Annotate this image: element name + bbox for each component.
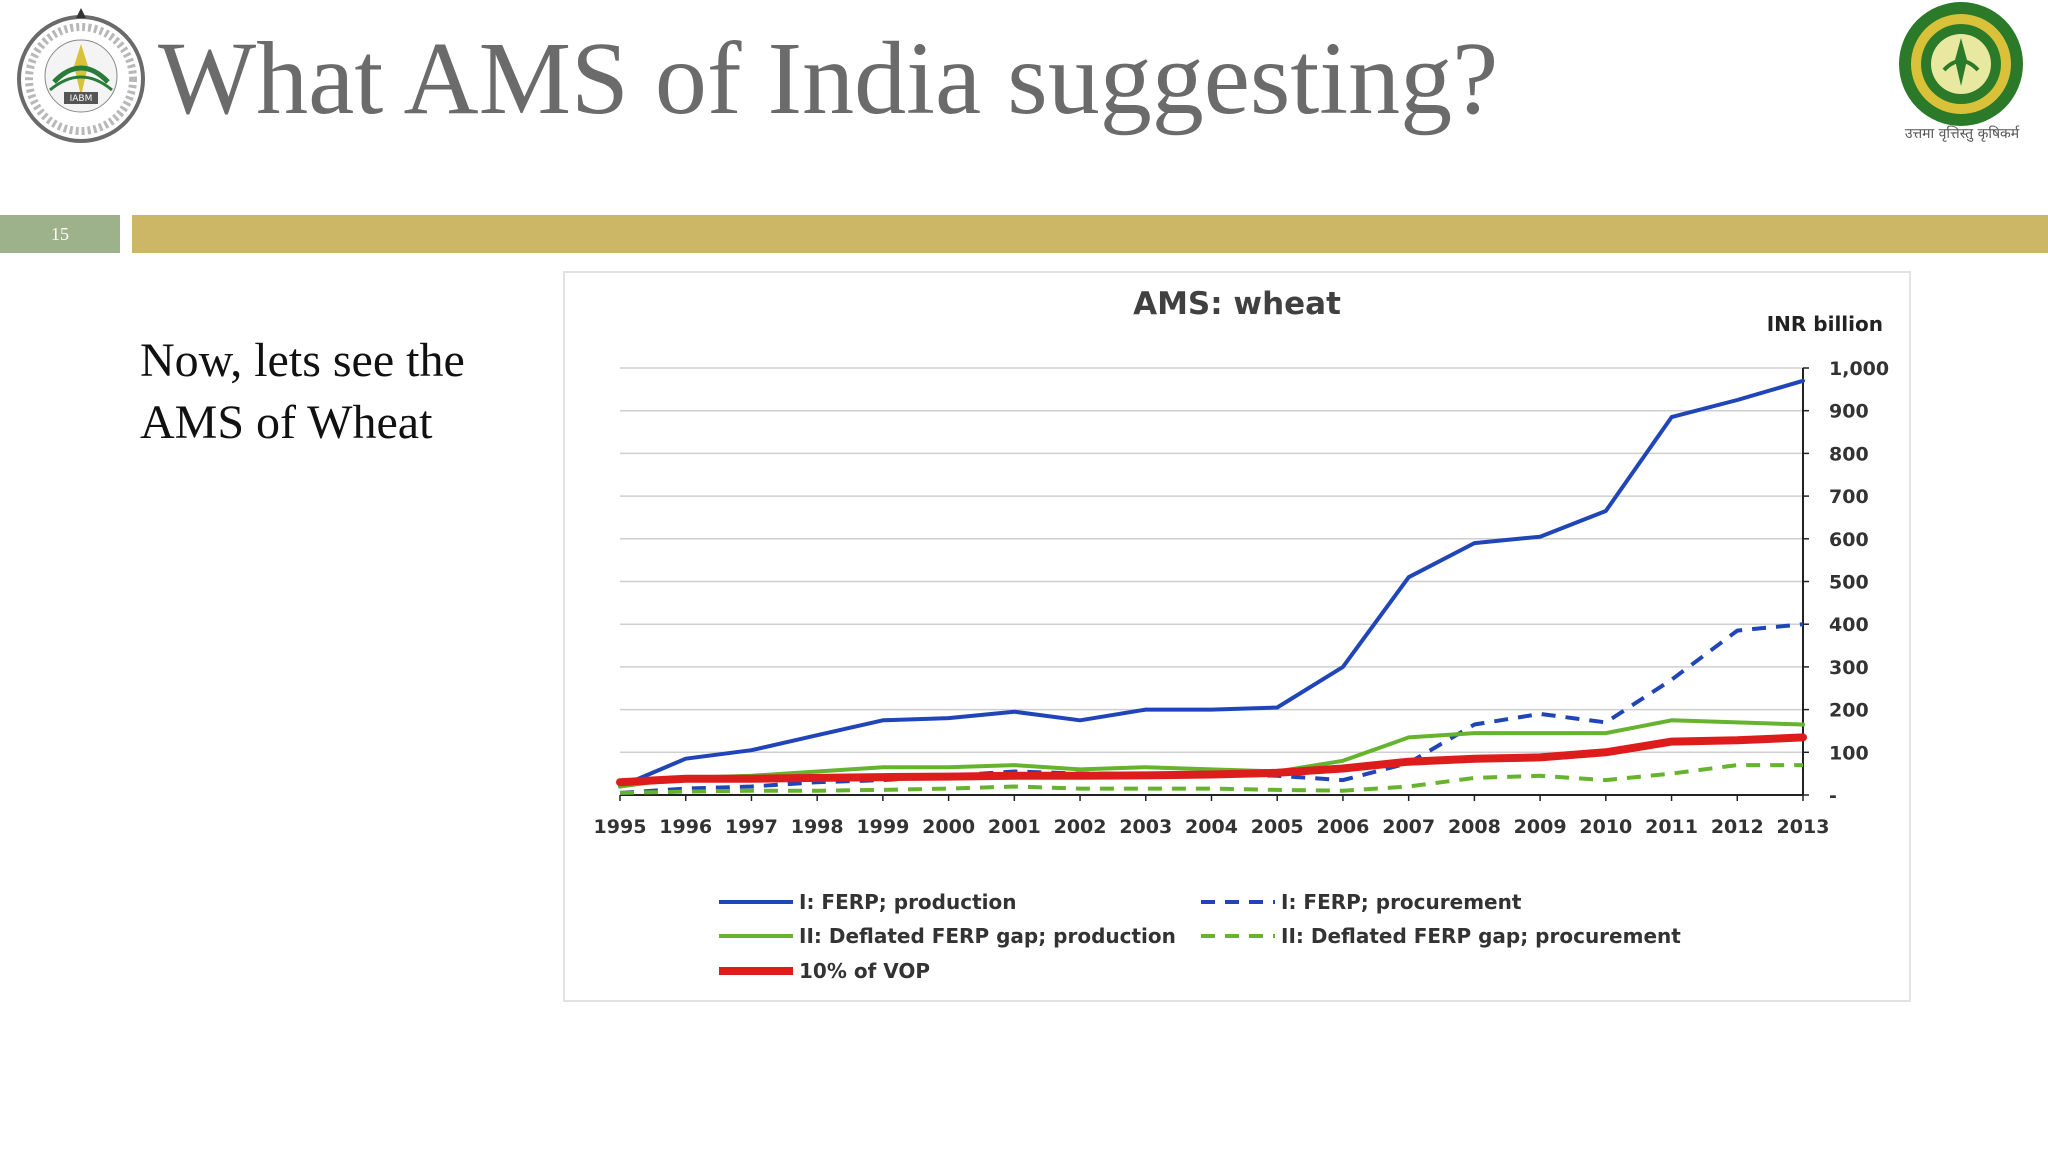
y-tick-label: 800 (1829, 443, 1869, 465)
logo-caption: उत्तमा वृत्तिस्तु कृषिकर्म (1904, 126, 2020, 142)
x-tick-label: 2000 (922, 816, 975, 838)
accent-bar (132, 215, 2048, 253)
svg-text:IABM: IABM (70, 94, 93, 104)
university-logo: उत्तमा वृत्तिस्तु कृषिकर्म (1876, 0, 2048, 150)
y-tick-label: 400 (1829, 614, 1869, 636)
body-text: Now, lets see the AMS of Wheat (140, 330, 560, 454)
y-tick-label: 100 (1829, 742, 1869, 764)
series-line-1 (618, 378, 1805, 789)
x-tick-label: 2002 (1054, 816, 1107, 838)
x-tick-label: 2010 (1579, 816, 1632, 838)
y-tick-label: 300 (1829, 657, 1869, 679)
legend-label: I: FERP; production (799, 890, 1016, 914)
x-tick-label: 1995 (594, 816, 647, 838)
university-emblem (1899, 2, 2023, 126)
x-tick-label: 1997 (725, 816, 778, 838)
y-tick-label: 200 (1829, 700, 1869, 722)
y-tick-label: 600 (1829, 529, 1869, 551)
series-line-5 (616, 733, 1807, 787)
x-tick-label: 2001 (988, 816, 1041, 838)
slide-title: What AMS of India suggesting? (158, 21, 1499, 136)
x-tick-label: 2009 (1514, 816, 1567, 838)
legend-label: II: Deflated FERP gap; procurement (1281, 924, 1681, 948)
y-axis-unit-label: INR billion (1767, 312, 1883, 336)
x-tick-label: 2005 (1251, 816, 1304, 838)
body-line: Now, lets see the (140, 334, 465, 387)
chart-frame (563, 271, 1911, 1002)
x-tick-label: 2012 (1711, 816, 1764, 838)
x-tick-label: 2003 (1119, 816, 1172, 838)
x-tick-label: 1996 (659, 816, 712, 838)
x-tick-label: 2007 (1382, 816, 1435, 838)
x-tick-label: 2013 (1777, 816, 1830, 838)
y-tick-label: - (1829, 785, 1837, 807)
institute-logo: IABM (17, 8, 145, 143)
legend-label: 10% of VOP (799, 959, 930, 983)
legend-label: I: FERP; procurement (1281, 890, 1522, 914)
series-line-3 (618, 718, 1805, 789)
body-line: AMS of Wheat (140, 396, 433, 449)
y-tick-label: 700 (1829, 486, 1869, 508)
x-tick-label: 2004 (1185, 816, 1238, 838)
slide-number: 15 (0, 215, 120, 253)
y-tick-label: 900 (1829, 401, 1869, 423)
series-line-4 (619, 763, 1803, 795)
x-tick-label: 2008 (1448, 816, 1501, 838)
x-tick-label: 2006 (1316, 816, 1369, 838)
x-tick-label: 1999 (856, 816, 909, 838)
chart-title: AMS: wheat (1133, 286, 1341, 322)
y-tick-label: 1,000 (1829, 358, 1889, 380)
series-line-2 (619, 622, 1804, 795)
y-tick-label: 500 (1829, 572, 1869, 594)
x-tick-label: 1998 (791, 816, 844, 838)
legend-label: II: Deflated FERP gap; production (799, 924, 1176, 948)
x-tick-label: 2011 (1645, 816, 1698, 838)
ams-wheat-chart: AMS: wheat INR billion - 100 200 300 400 500 600… (594, 286, 1890, 983)
